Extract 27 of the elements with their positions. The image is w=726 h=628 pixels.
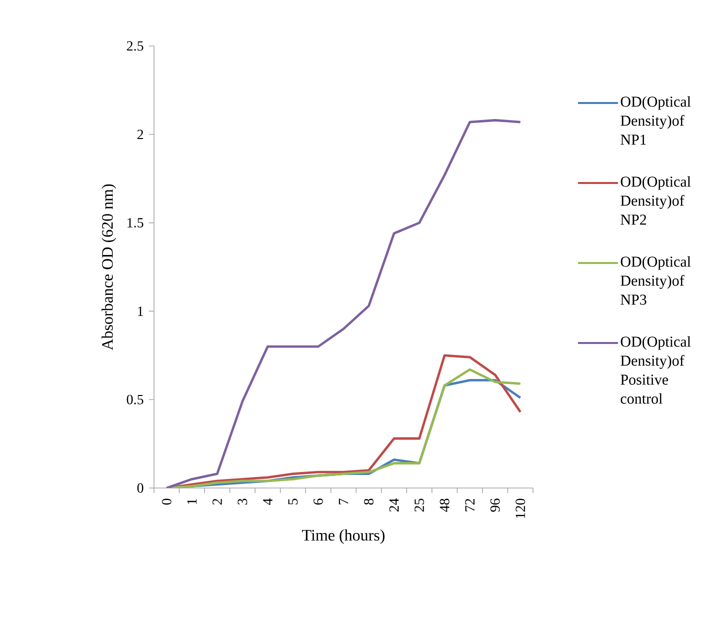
x-tick-label: 3 — [238, 498, 248, 505]
x-tick-label: 8 — [364, 498, 374, 505]
y-tick-label: 0 — [137, 483, 144, 493]
x-tick-label: 120 — [516, 498, 526, 518]
x-tick-label: 1 — [187, 499, 197, 504]
x-tick-label: 6 — [314, 498, 323, 505]
x-tick-label: 25 — [414, 498, 424, 512]
x-tick-label: 24 — [389, 498, 399, 512]
legend-label: OD(Optical Density)of NP1 — [620, 96, 691, 145]
y-tick-label: 0.5 — [126, 394, 144, 404]
legend-label: OD(Optical Density)of NP2 — [620, 176, 691, 225]
legend-label: OD(Optical Density)of Positive control — [620, 336, 691, 404]
x-tick-label: 2 — [212, 498, 222, 505]
x-tick-label: 96 — [490, 498, 500, 512]
x-tick-label: 48 — [440, 498, 450, 512]
x-axis-title: Time (hours) — [302, 529, 384, 544]
x-tick-label: 72 — [465, 498, 474, 512]
y-tick-label: 2.5 — [126, 41, 144, 51]
x-tick-label: 7 — [338, 498, 348, 504]
y-tick-label: 2 — [137, 130, 144, 140]
y-tick-label: 1.5 — [128, 218, 144, 228]
x-tick-label: 4 — [263, 498, 272, 505]
legend-label: OD(Optical Density)of NP3 — [620, 256, 691, 305]
y-tick-label: 1 — [138, 306, 143, 316]
x-tick-label: 5 — [288, 498, 298, 504]
y-axis-title: Absorbance OD (620 nm) — [102, 184, 116, 350]
x-tick-label: 0 — [162, 498, 172, 505]
